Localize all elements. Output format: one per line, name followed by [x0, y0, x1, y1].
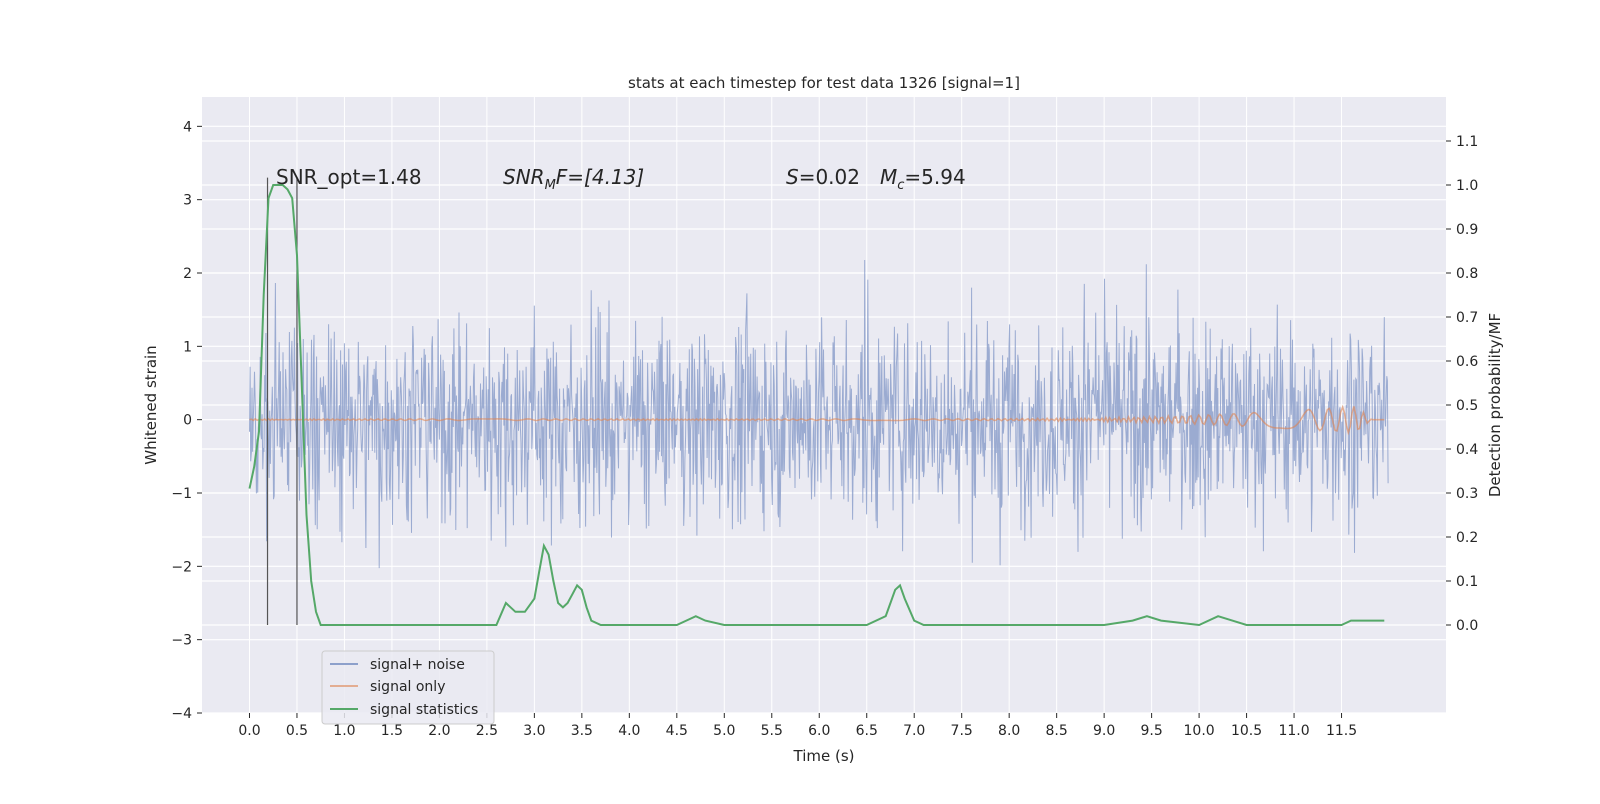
x-tick-label: 11.0: [1278, 723, 1309, 739]
y-left-tick-label: 4: [183, 119, 192, 135]
legend-label-signal: signal only: [370, 679, 445, 695]
y-left-tick-label: −1: [171, 486, 192, 502]
x-tick-label: 10.5: [1231, 723, 1262, 739]
y-left-tick-label: −3: [171, 633, 192, 649]
y-left-axis-ticks: −4 −3 −2 −1 0 1 2 3 4: [171, 119, 202, 722]
y-right-tick-label: 1.1: [1456, 134, 1478, 150]
legend-label-stats: signal statistics: [370, 702, 478, 718]
x-tick-label: 0.0: [238, 723, 260, 739]
y-right-tick-label: 0.3: [1456, 486, 1478, 502]
annotation-snr-mf: SNRMF=[4.13]: [503, 165, 644, 193]
x-tick-label: 4.0: [618, 723, 640, 739]
x-tick-label: 1.5: [381, 723, 403, 739]
x-tick-label: 7.5: [951, 723, 973, 739]
y-left-tick-label: 3: [183, 193, 192, 209]
signal-only-line: [249, 404, 1385, 436]
signal-only-series: [249, 404, 1385, 436]
y-right-tick-label: 1.0: [1456, 178, 1478, 194]
legend: signal+ noise signal only signal statist…: [321, 650, 495, 725]
y-left-tick-label: −2: [171, 559, 192, 575]
y-right-tick-label: 0.2: [1456, 530, 1478, 546]
y-left-tick-label: −4: [171, 706, 192, 722]
annotation-snr-opt: SNR_opt=1.48: [276, 165, 422, 189]
x-tick-label: 9.5: [1140, 723, 1162, 739]
x-tick-label: 10.0: [1184, 723, 1215, 739]
x-tick-label: 11.5: [1326, 723, 1357, 739]
annotation-mc-value: Mc=5.94: [880, 165, 966, 193]
y-right-tick-label: 0.0: [1456, 618, 1478, 634]
noise-line: [249, 259, 1389, 569]
annotation-s-value: S=0.02: [786, 165, 860, 189]
y-left-tick-label: 1: [183, 339, 192, 355]
y-left-tick-label: 0: [183, 413, 192, 429]
x-tick-label: 8.5: [1046, 723, 1068, 739]
x-tick-label: 5.5: [761, 723, 783, 739]
x-tick-label: 1.0: [333, 723, 355, 739]
x-tick-label: 5.0: [713, 723, 735, 739]
y-right-tick-label: 0.5: [1456, 398, 1478, 414]
x-tick-label: 8.0: [998, 723, 1020, 739]
legend-frame: [321, 650, 495, 725]
signal-statistics-series: [248, 184, 1385, 627]
x-tick-label: 9.0: [1093, 723, 1115, 739]
y-right-tick-label: 0.4: [1456, 442, 1478, 458]
x-tick-label: 2.0: [428, 723, 450, 739]
x-tick-label: 3.5: [571, 723, 593, 739]
noise-series: [249, 259, 1389, 569]
y-right-tick-label: 0.1: [1456, 574, 1478, 590]
y-left-tick-label: 2: [183, 266, 192, 282]
signal-statistics-line: [248, 184, 1385, 627]
x-tick-label: 6.0: [808, 723, 830, 739]
y-right-tick-label: 0.7: [1456, 310, 1478, 326]
y-right-axis-ticks: 0.0 0.1 0.2 0.3 0.4 0.5 0.6 0.7 0.8 0.9 1.0 1.1: [1446, 134, 1478, 634]
x-axis-label: Time (s): [793, 747, 855, 765]
chart-title: stats at each timestep for test data 132…: [628, 74, 1020, 92]
x-tick-label: 2.5: [476, 723, 498, 739]
x-tick-label: 7.0: [903, 723, 925, 739]
x-tick-label: 0.5: [286, 723, 308, 739]
y-right-axis-label: Detection probability/MF: [1486, 313, 1504, 497]
y-right-tick-label: 0.6: [1456, 354, 1478, 370]
y-left-axis-label: Whitened strain: [142, 345, 160, 464]
legend-label-noise: signal+ noise: [370, 657, 465, 673]
x-tick-label: 4.5: [666, 723, 688, 739]
x-axis-ticks: 0.0 0.5 1.0 1.5 2.0 2.5 3.0 3.5 4.0 4.5 5.0 5.5 6.0 6…: [238, 713, 1357, 739]
y-right-tick-label: 0.8: [1456, 266, 1478, 282]
y-right-tick-label: 0.9: [1456, 222, 1478, 238]
x-tick-label: 3.0: [523, 723, 545, 739]
x-tick-label: 6.5: [856, 723, 878, 739]
